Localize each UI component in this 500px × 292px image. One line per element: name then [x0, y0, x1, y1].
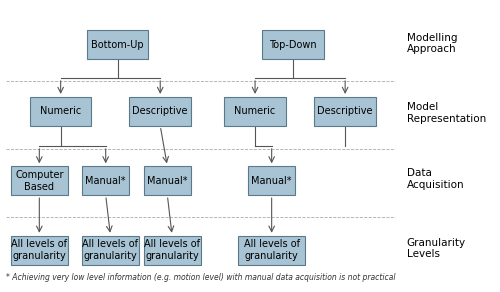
Text: Descriptive: Descriptive — [132, 106, 188, 116]
Text: Modelling
Approach: Modelling Approach — [407, 32, 458, 54]
Text: All levels of
granularity: All levels of granularity — [144, 239, 200, 261]
Text: Top-Down: Top-Down — [269, 40, 317, 50]
FancyBboxPatch shape — [82, 166, 130, 195]
Text: Manual*: Manual* — [252, 176, 292, 186]
Text: Numeric: Numeric — [234, 106, 276, 116]
FancyBboxPatch shape — [144, 236, 201, 265]
FancyBboxPatch shape — [248, 166, 296, 195]
FancyBboxPatch shape — [144, 166, 191, 195]
Text: All levels of
granularity: All levels of granularity — [244, 239, 300, 261]
FancyBboxPatch shape — [130, 97, 191, 126]
FancyBboxPatch shape — [11, 166, 68, 195]
Text: Manual*: Manual* — [147, 176, 188, 186]
FancyBboxPatch shape — [224, 97, 286, 126]
FancyBboxPatch shape — [30, 97, 92, 126]
Text: Computer
Based: Computer Based — [15, 170, 64, 192]
Text: Bottom-Up: Bottom-Up — [91, 40, 144, 50]
Text: Manual*: Manual* — [86, 176, 126, 186]
Text: Data
Acquisition: Data Acquisition — [407, 168, 465, 190]
FancyBboxPatch shape — [11, 236, 68, 265]
Text: Granularity
Levels: Granularity Levels — [407, 238, 466, 260]
FancyBboxPatch shape — [86, 30, 148, 59]
FancyBboxPatch shape — [314, 97, 376, 126]
Text: Numeric: Numeric — [40, 106, 82, 116]
FancyBboxPatch shape — [82, 236, 139, 265]
Text: All levels of
granularity: All levels of granularity — [82, 239, 138, 261]
FancyBboxPatch shape — [262, 30, 324, 59]
Text: * Achieving very low level information (e.g. motion level) with manual data acqu: * Achieving very low level information (… — [6, 273, 396, 282]
FancyBboxPatch shape — [238, 236, 305, 265]
Text: Model
Representation: Model Representation — [407, 102, 486, 124]
Text: Descriptive: Descriptive — [318, 106, 373, 116]
Text: All levels of
granularity: All levels of granularity — [12, 239, 68, 261]
